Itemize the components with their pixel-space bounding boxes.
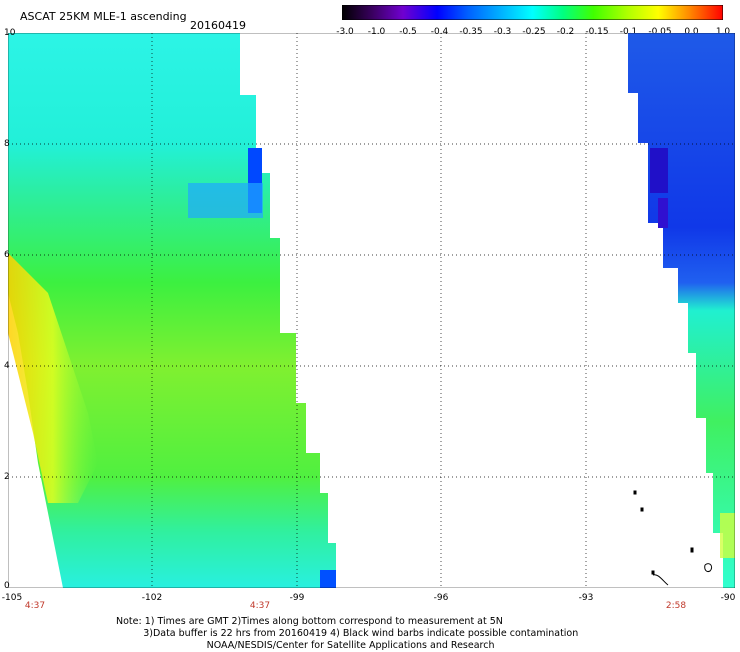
colorbar-tick-label: -0.15: [585, 27, 609, 37]
colorbar-tick-label: -0.25: [522, 27, 546, 37]
y-label-2: 2: [4, 472, 10, 482]
colorbar-tick-label: 0.0: [684, 27, 699, 37]
right-swath: [628, 33, 735, 588]
colorbar-tick-label: -0.3: [493, 27, 512, 37]
colorbar-tick-label: -0.35: [459, 27, 483, 37]
y-label-8: 8: [4, 139, 10, 149]
y-label-6: 6: [4, 250, 10, 260]
lat-lon-grid: [8, 33, 735, 588]
time-label-3: 2:58: [665, 601, 687, 611]
colorbar-tick-label: -0.5: [399, 27, 417, 37]
x-label-105: -105: [1, 593, 23, 603]
note-line-2: 3)Data buffer is 22 hrs from 20160419 4)…: [143, 628, 579, 639]
y-label-0: 0: [4, 581, 10, 591]
colorbar-tick-label: -0.4: [430, 27, 449, 37]
colorbar-tick-label: -0.1: [619, 27, 638, 37]
wind-map: [8, 33, 735, 588]
chart-date: 20160419: [190, 19, 246, 32]
colorbar-tick-label: -0.05: [648, 27, 672, 37]
left-swath: [8, 33, 336, 588]
left-swath-yellow-band: [8, 253, 98, 503]
note-line-1: Note: 1) Times are GMT 2)Times along bot…: [116, 616, 503, 627]
colorbar-tick-label: -0.2: [556, 27, 575, 37]
y-label-4: 4: [4, 361, 10, 371]
time-label-1: 4:37: [24, 601, 46, 611]
coastline: [633, 490, 713, 586]
colorbar: [342, 5, 723, 20]
time-label-2: 4:37: [249, 601, 271, 611]
x-label-90: -90: [720, 593, 736, 603]
colorbar-tick-label: -3.0: [336, 27, 354, 37]
x-label-96: -96: [433, 593, 449, 603]
chart-title: ASCAT 25KM MLE-1 ascending: [20, 10, 187, 23]
x-label-93: -93: [578, 593, 594, 603]
colorbar-tick-label: -1.0: [367, 27, 386, 37]
x-label-102: -102: [141, 593, 163, 603]
y-label-10: 10: [4, 28, 16, 38]
x-label-99: -99: [289, 593, 305, 603]
colorbar-tick-label: 1.0: [715, 27, 731, 37]
notes: Note: 1) Times are GMT 2)Times along bot…: [116, 616, 578, 652]
note-line-3: NOAA/NESDIS/Center for Satellite Applica…: [206, 640, 495, 651]
